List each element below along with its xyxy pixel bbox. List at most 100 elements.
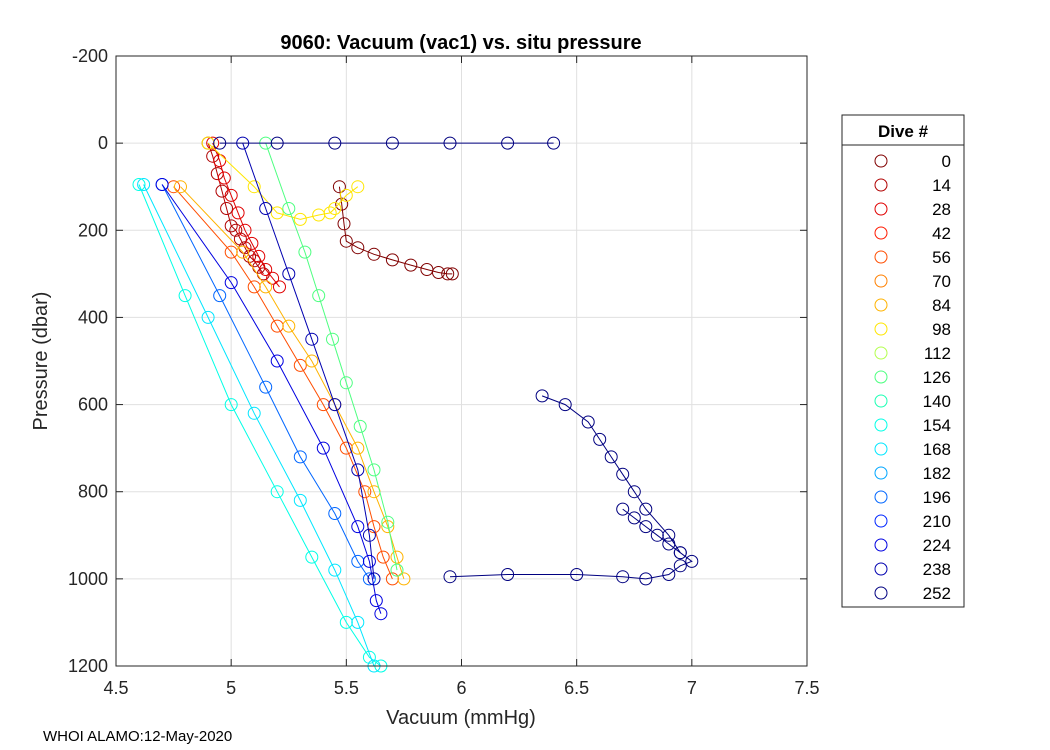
data-point <box>673 559 687 573</box>
legend-marker <box>874 226 888 240</box>
data-point <box>627 485 641 499</box>
legend-label: 196 <box>923 488 951 507</box>
data-point <box>362 528 376 542</box>
data-point <box>339 234 353 248</box>
data-point <box>604 450 618 464</box>
y-tick-label: 200 <box>78 220 108 240</box>
data-point <box>305 354 319 368</box>
y-tick-label: 0 <box>98 133 108 153</box>
x-tick-label: 7 <box>687 678 697 698</box>
data-point <box>293 493 307 507</box>
data-point <box>252 249 266 263</box>
data-point <box>247 180 261 194</box>
legend-label: 70 <box>932 272 951 291</box>
legend-marker <box>874 346 888 360</box>
series-line-154 <box>138 184 382 667</box>
legend-marker <box>874 202 888 216</box>
legend-marker <box>874 178 888 192</box>
data-point <box>178 289 192 303</box>
legend-label: 112 <box>924 344 951 363</box>
legend-marker <box>874 370 888 384</box>
data-point <box>397 572 411 586</box>
data-point <box>616 570 630 584</box>
data-point <box>233 232 247 246</box>
legend-label: 238 <box>923 560 951 579</box>
series-line-196 <box>161 184 370 580</box>
x-tick-label: 4.5 <box>103 678 128 698</box>
data-point <box>335 197 349 211</box>
legend-marker <box>874 418 888 432</box>
data-point <box>224 219 238 233</box>
series-line-224 <box>161 184 382 614</box>
data-point <box>213 289 227 303</box>
legend-title: Dive # <box>878 122 929 141</box>
y-tick-label: 1000 <box>68 569 108 589</box>
data-point <box>385 253 399 267</box>
data-point <box>259 280 273 294</box>
data-point <box>266 271 280 285</box>
legend-label: 224 <box>923 536 951 555</box>
data-point <box>351 463 365 477</box>
data-point <box>293 450 307 464</box>
data-point <box>270 485 284 499</box>
legend-label: 210 <box>923 512 951 531</box>
data-point <box>328 563 342 577</box>
legend-label: 14 <box>932 176 951 195</box>
data-point <box>639 572 653 586</box>
data-layer <box>132 136 699 673</box>
y-tick-label: -200 <box>72 46 108 66</box>
data-point <box>443 136 457 150</box>
data-point <box>339 376 353 390</box>
data-point <box>441 267 455 281</box>
data-point <box>362 554 376 568</box>
legend-marker <box>874 490 888 504</box>
data-point <box>547 136 561 150</box>
legend-box <box>841 114 965 608</box>
data-point <box>224 276 238 290</box>
y-tick-label: 600 <box>78 395 108 415</box>
data-point <box>362 650 376 664</box>
x-tick-label: 6.5 <box>564 678 589 698</box>
data-point <box>282 267 296 281</box>
legend-entries: 0 14 28 42 56 70 84 98 112 126 140 154 168 182 196 210 2… <box>874 152 951 603</box>
data-point <box>224 398 238 412</box>
data-point <box>206 136 220 150</box>
data-point <box>201 310 215 324</box>
data-point <box>238 223 252 237</box>
legend-marker <box>874 154 888 168</box>
data-point <box>581 415 595 429</box>
data-point <box>351 520 365 534</box>
data-point <box>282 202 296 215</box>
data-point <box>326 332 339 346</box>
data-point <box>443 570 457 584</box>
data-point <box>270 136 284 150</box>
data-point <box>570 568 584 581</box>
legend-marker <box>874 538 888 552</box>
grid-lines <box>116 56 807 666</box>
data-point <box>293 212 307 226</box>
data-point <box>316 441 330 455</box>
data-point <box>220 202 234 215</box>
data-point <box>432 266 445 279</box>
data-point <box>351 180 365 194</box>
data-point <box>351 241 365 255</box>
data-point <box>215 184 229 198</box>
series-line-252c <box>541 395 681 553</box>
data-point <box>259 202 273 215</box>
data-point <box>362 572 376 586</box>
data-point <box>353 419 367 433</box>
data-point <box>501 136 515 150</box>
data-point <box>390 563 404 577</box>
legend-label: 154 <box>923 416 951 435</box>
legend-label: 0 <box>942 152 951 171</box>
data-point <box>673 546 687 560</box>
data-point <box>616 467 630 481</box>
data-point <box>312 289 326 303</box>
legend-label: 56 <box>932 248 951 267</box>
legend-marker <box>874 250 888 264</box>
data-point <box>229 223 243 237</box>
data-point <box>501 568 515 581</box>
data-point <box>259 263 273 276</box>
data-point <box>132 178 146 191</box>
data-point <box>351 441 365 455</box>
